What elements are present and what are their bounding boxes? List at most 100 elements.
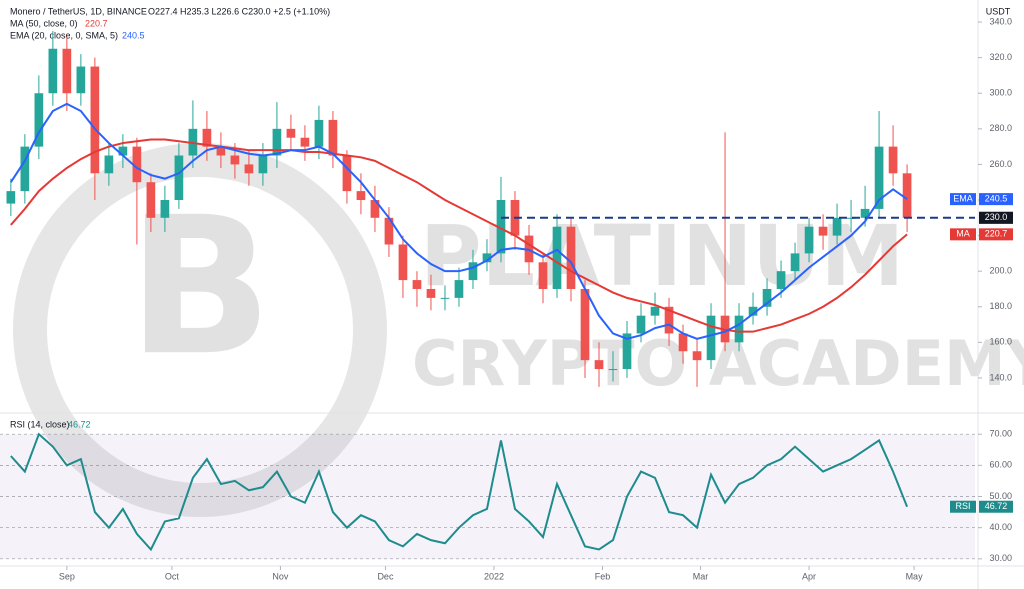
y-tick-label: 140.0 bbox=[989, 372, 1012, 382]
y-tick-label: 30.00 bbox=[989, 553, 1012, 563]
candle-body bbox=[90, 66, 100, 174]
x-tick-label: Apr bbox=[802, 571, 816, 581]
tag-name-box bbox=[950, 228, 976, 241]
candle-body bbox=[160, 200, 170, 218]
candle-body bbox=[48, 48, 58, 94]
candle-body bbox=[552, 226, 562, 289]
candle-body bbox=[580, 288, 590, 361]
candle-body bbox=[790, 253, 800, 272]
candle-body bbox=[818, 226, 828, 236]
candle-body bbox=[860, 208, 870, 218]
candle-body bbox=[426, 288, 436, 298]
candle-body bbox=[622, 333, 632, 370]
candle-body bbox=[174, 155, 184, 201]
candle-body bbox=[776, 271, 786, 289]
candle-body bbox=[230, 155, 240, 165]
y-tick-label: 60.00 bbox=[989, 460, 1012, 470]
candle-body bbox=[608, 369, 618, 371]
y-tick-label: 40.00 bbox=[989, 522, 1012, 532]
y-tick-label: 180.0 bbox=[989, 301, 1012, 311]
candle-body bbox=[454, 280, 464, 298]
candle-body bbox=[832, 217, 842, 236]
price-tag bbox=[979, 193, 1013, 206]
candle-body bbox=[62, 48, 72, 94]
candle-body bbox=[888, 146, 898, 174]
candle-body bbox=[6, 191, 16, 204]
candle-body bbox=[678, 333, 688, 352]
candle-body bbox=[748, 306, 758, 316]
legend-ema-value: 240.5 bbox=[122, 30, 145, 40]
candle-body bbox=[286, 128, 296, 138]
candle-body bbox=[664, 306, 674, 334]
candle-body bbox=[636, 315, 646, 334]
candle-body bbox=[300, 137, 310, 147]
price-tag-label: 240.5 bbox=[985, 193, 1008, 203]
candle-body bbox=[734, 315, 744, 343]
y-tick-label: 280.0 bbox=[989, 123, 1012, 133]
x-tick-label: Oct bbox=[165, 571, 180, 581]
candle-body bbox=[594, 360, 604, 370]
x-tick-label: Nov bbox=[272, 571, 289, 581]
candle-body bbox=[118, 146, 128, 156]
price-tag bbox=[979, 228, 1013, 241]
candle-body bbox=[482, 253, 492, 263]
y-tick-label: 160.0 bbox=[989, 337, 1012, 347]
x-tick-label: Feb bbox=[595, 571, 611, 581]
legend-ma-value: 220.7 bbox=[85, 18, 108, 28]
y-tick-label: 320.0 bbox=[989, 52, 1012, 62]
watermark-ring bbox=[13, 143, 387, 517]
x-tick-label: Sep bbox=[59, 571, 75, 581]
candle-body bbox=[272, 128, 282, 156]
candle-body bbox=[370, 200, 380, 218]
tag-name: EMA bbox=[953, 193, 973, 203]
y-tick-label: 70.00 bbox=[989, 429, 1012, 439]
candle-body bbox=[650, 306, 660, 316]
candle-body bbox=[706, 315, 716, 361]
tag-name: RSI bbox=[955, 501, 970, 511]
series-line bbox=[10, 432, 909, 552]
candle-body bbox=[202, 128, 212, 147]
price-tag bbox=[979, 211, 1013, 224]
candle-body bbox=[104, 155, 114, 174]
tag-name: MA bbox=[956, 229, 970, 239]
candle-body bbox=[874, 146, 884, 209]
legend-ma: MA (50, close, 0) bbox=[10, 18, 78, 28]
candle-body bbox=[216, 146, 226, 156]
candle-body bbox=[384, 217, 394, 245]
x-tick-label: Mar bbox=[693, 571, 709, 581]
y-tick-label: 300.0 bbox=[989, 88, 1012, 98]
x-tick-label: Dec bbox=[377, 571, 394, 581]
legend-rsi: RSI (14, close) bbox=[10, 419, 70, 429]
tag-name-box bbox=[950, 193, 976, 206]
candle-body bbox=[496, 200, 506, 254]
candle-body bbox=[804, 226, 814, 254]
candle-body bbox=[76, 66, 86, 94]
y-tick-label: 50.00 bbox=[989, 491, 1012, 501]
candle-body bbox=[566, 226, 576, 289]
candle-body bbox=[342, 155, 352, 192]
candle-body bbox=[846, 217, 856, 219]
candle-body bbox=[20, 146, 30, 192]
series-line bbox=[10, 138, 908, 333]
series-line bbox=[10, 102, 908, 340]
price-tag-label: 230.0 bbox=[985, 212, 1008, 222]
candle-body bbox=[692, 351, 702, 361]
candle-body bbox=[762, 288, 772, 307]
candle-body bbox=[258, 155, 268, 174]
candle-body bbox=[356, 191, 366, 201]
price-tag bbox=[979, 500, 1013, 513]
candle-body bbox=[132, 146, 142, 183]
candle-body bbox=[314, 119, 324, 147]
candle-body bbox=[468, 262, 478, 281]
legend-ema: EMA (20, close, 0, SMA, 5) bbox=[10, 30, 118, 40]
candle-body bbox=[902, 173, 912, 218]
legend-rsi-value: 46.72 bbox=[68, 419, 91, 429]
symbol-title: Monero / TetherUS, 1D, BINANCE bbox=[10, 6, 147, 16]
candle-body bbox=[398, 244, 408, 281]
candle-body bbox=[146, 182, 156, 218]
tag-name-box bbox=[950, 500, 976, 513]
currency-unit: USDT bbox=[986, 6, 1011, 16]
candle-body bbox=[440, 297, 450, 299]
y-tick-label: 260.0 bbox=[989, 159, 1012, 169]
y-tick-label: 200.0 bbox=[989, 266, 1012, 276]
